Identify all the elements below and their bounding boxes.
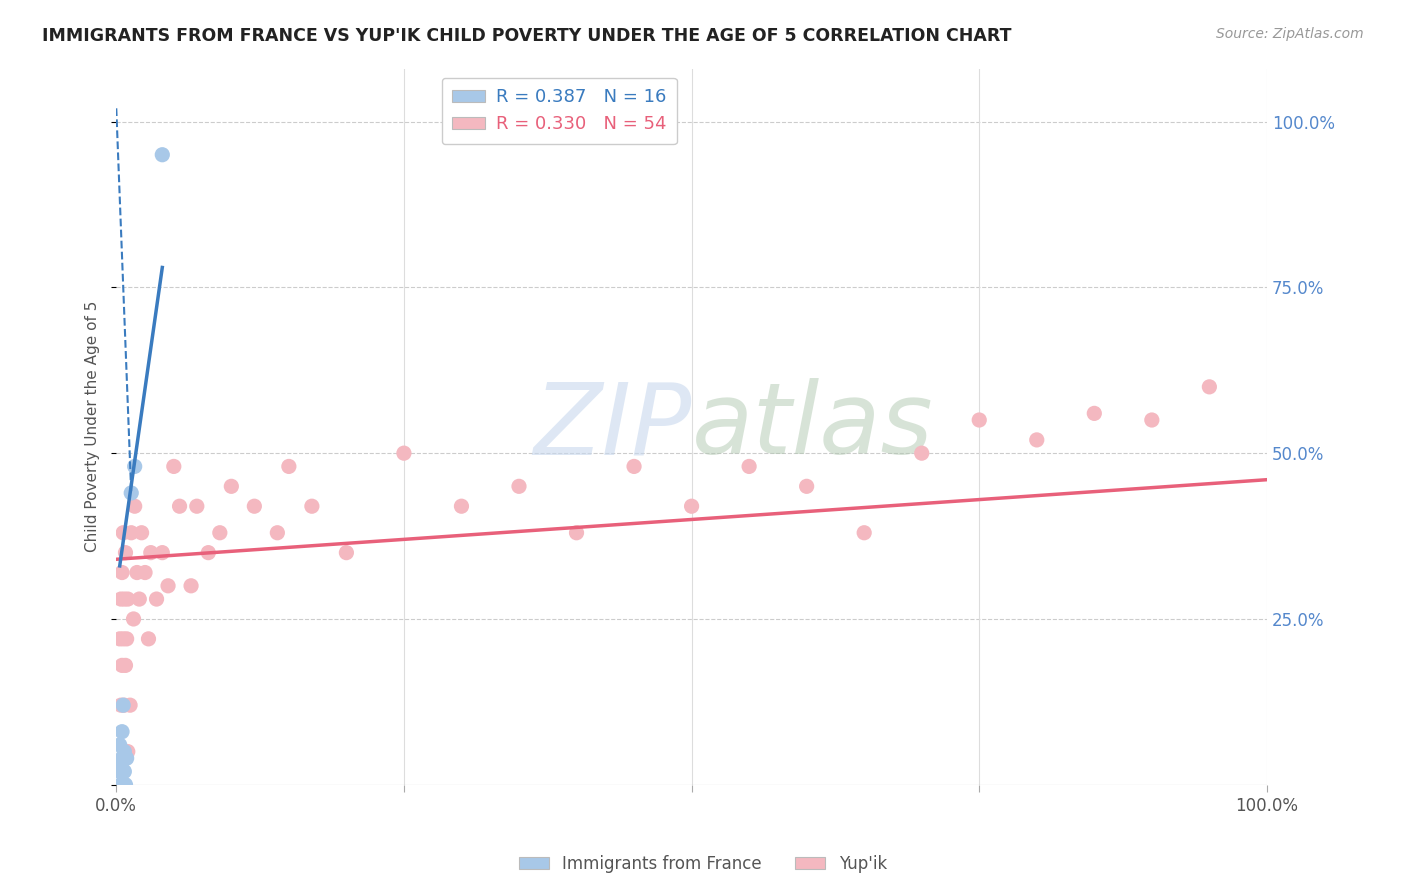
Point	[114, 546, 136, 560]
Text: atlas: atlas	[692, 378, 934, 475]
Point	[112, 698, 135, 713]
Point	[111, 658, 134, 673]
Point	[335, 546, 357, 560]
Point	[110, 778, 132, 792]
Point	[120, 698, 142, 713]
Point	[110, 698, 132, 713]
Legend: R = 0.387   N = 16, R = 0.330   N = 54: R = 0.387 N = 16, R = 0.330 N = 54	[441, 78, 678, 145]
Point	[208, 525, 231, 540]
Point	[124, 459, 146, 474]
Point	[145, 592, 167, 607]
Point	[1198, 380, 1220, 394]
Point	[108, 632, 131, 646]
Point	[277, 459, 299, 474]
Point	[111, 751, 134, 765]
Point	[301, 500, 323, 514]
Point	[186, 500, 208, 514]
Text: ZIP: ZIP	[533, 378, 692, 475]
Point	[110, 592, 132, 607]
Point	[115, 751, 138, 765]
Point	[392, 446, 415, 460]
Point	[1083, 406, 1105, 420]
Point	[623, 459, 645, 474]
Point	[122, 612, 145, 626]
Point	[112, 525, 135, 540]
Point	[117, 745, 139, 759]
Point	[911, 446, 934, 460]
Point	[681, 500, 703, 514]
Point	[112, 764, 135, 779]
Y-axis label: Child Poverty Under the Age of 5: Child Poverty Under the Age of 5	[86, 301, 100, 552]
Point	[221, 479, 243, 493]
Point	[157, 579, 180, 593]
Point	[124, 500, 146, 514]
Point	[112, 745, 135, 759]
Point	[266, 525, 288, 540]
Point	[853, 525, 876, 540]
Point	[120, 486, 142, 500]
Point	[131, 525, 153, 540]
Point	[150, 546, 173, 560]
Point	[163, 459, 186, 474]
Point	[150, 147, 173, 161]
Point	[114, 658, 136, 673]
Point	[112, 764, 135, 779]
Point	[796, 479, 818, 493]
Point	[111, 724, 134, 739]
Point	[125, 566, 148, 580]
Point	[128, 592, 150, 607]
Text: Source: ZipAtlas.com: Source: ZipAtlas.com	[1216, 27, 1364, 41]
Point	[112, 698, 135, 713]
Point	[243, 500, 266, 514]
Point	[1140, 413, 1163, 427]
Point	[111, 566, 134, 580]
Point	[117, 592, 139, 607]
Point	[110, 757, 132, 772]
Point	[139, 546, 162, 560]
Point	[565, 525, 588, 540]
Legend: Immigrants from France, Yup'ik: Immigrants from France, Yup'ik	[512, 848, 894, 880]
Point	[115, 632, 138, 646]
Point	[112, 632, 135, 646]
Point	[967, 413, 990, 427]
Point	[108, 738, 131, 752]
Point	[112, 592, 135, 607]
Point	[114, 778, 136, 792]
Point	[1025, 433, 1047, 447]
Point	[450, 500, 472, 514]
Point	[197, 546, 219, 560]
Point	[134, 566, 156, 580]
Point	[108, 764, 131, 779]
Point	[138, 632, 160, 646]
Text: IMMIGRANTS FROM FRANCE VS YUP'IK CHILD POVERTY UNDER THE AGE OF 5 CORRELATION CH: IMMIGRANTS FROM FRANCE VS YUP'IK CHILD P…	[42, 27, 1012, 45]
Point	[111, 778, 134, 792]
Point	[169, 500, 191, 514]
Point	[180, 579, 202, 593]
Point	[508, 479, 530, 493]
Point	[120, 525, 142, 540]
Point	[738, 459, 761, 474]
